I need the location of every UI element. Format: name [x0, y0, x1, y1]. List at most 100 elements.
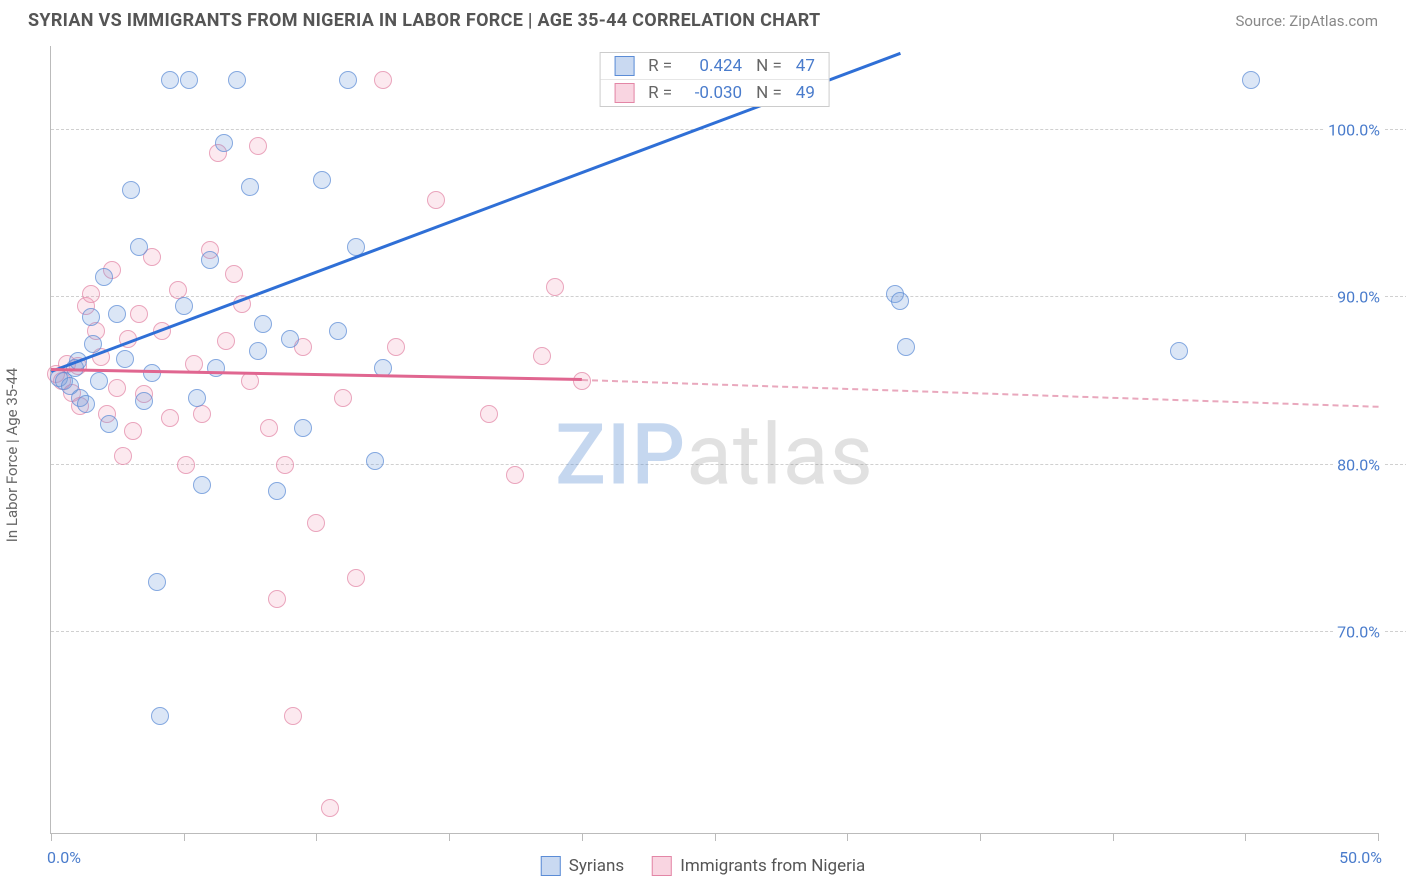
scatter-point-syrians	[90, 372, 108, 390]
scatter-point-syrians	[241, 178, 259, 196]
x-tick	[184, 833, 185, 841]
scatter-point-syrians	[249, 342, 267, 360]
y-tick-label: 80.0%	[1333, 455, 1384, 474]
scatter-point-nigeria	[506, 466, 524, 484]
correlation-legend: R = 0.424 N = 47 R = -0.030 N = 49	[599, 52, 830, 107]
scatter-point-syrians	[130, 238, 148, 256]
legend-item-syrians: Syrians	[541, 856, 624, 876]
scatter-point-nigeria	[276, 456, 294, 474]
scatter-point-syrians	[313, 171, 331, 189]
scatter-point-syrians	[161, 71, 179, 89]
scatter-point-syrians	[891, 292, 909, 310]
scatter-point-syrians	[294, 419, 312, 437]
x-tick	[582, 833, 583, 841]
scatter-point-syrians	[100, 415, 118, 433]
x-tick	[980, 833, 981, 841]
scatter-point-nigeria	[334, 389, 352, 407]
plot-area: 70.0%80.0%90.0%100.0% ZIPatlas R = 0.424…	[50, 46, 1378, 834]
scatter-point-syrians	[329, 322, 347, 340]
scatter-point-nigeria	[374, 71, 392, 89]
scatter-point-nigeria	[161, 409, 179, 427]
y-tick-label: 100.0%	[1324, 120, 1384, 139]
legend-bottom: Syrians Immigrants from Nigeria	[541, 856, 865, 876]
chart-title: SYRIAN VS IMMIGRANTS FROM NIGERIA IN LAB…	[28, 10, 820, 31]
scatter-point-nigeria	[480, 405, 498, 423]
y-tick-label: 70.0%	[1333, 623, 1384, 642]
gridline	[51, 464, 1406, 465]
scatter-point-nigeria	[193, 405, 211, 423]
corr-row-syrians: R = 0.424 N = 47	[600, 53, 829, 80]
r-label: R =	[648, 56, 672, 76]
scatter-point-nigeria	[268, 590, 286, 608]
legend-label-syrians: Syrians	[569, 856, 624, 876]
scatter-point-syrians	[135, 392, 153, 410]
scatter-point-syrians	[116, 350, 134, 368]
scatter-point-syrians	[207, 359, 225, 377]
scatter-point-nigeria	[249, 137, 267, 155]
n-label: N =	[756, 56, 782, 76]
corr-row-nigeria: R = -0.030 N = 49	[600, 80, 829, 106]
x-tick	[449, 833, 450, 841]
swatch-pink	[652, 856, 672, 876]
trendline-nigeria	[51, 368, 582, 381]
scatter-point-syrians	[77, 395, 95, 413]
scatter-point-syrians	[254, 315, 272, 333]
scatter-point-syrians	[1242, 71, 1260, 89]
scatter-point-syrians	[95, 268, 113, 286]
scatter-point-nigeria	[387, 338, 405, 356]
scatter-point-syrians	[180, 71, 198, 89]
scatter-point-syrians	[122, 181, 140, 199]
scatter-point-nigeria	[217, 332, 235, 350]
x-tick	[715, 833, 716, 841]
scatter-point-nigeria	[82, 285, 100, 303]
y-tick-label: 90.0%	[1333, 288, 1384, 307]
scatter-point-nigeria	[546, 278, 564, 296]
gridline	[51, 631, 1406, 632]
x-label-max: 50.0%	[1339, 848, 1382, 867]
scatter-point-syrians	[281, 330, 299, 348]
scatter-point-syrians	[1170, 342, 1188, 360]
x-tick	[1378, 833, 1379, 841]
scatter-point-syrians	[188, 389, 206, 407]
scatter-point-syrians	[175, 297, 193, 315]
scatter-point-nigeria	[347, 569, 365, 587]
y-axis-title: In Labor Force | Age 35-44	[3, 368, 21, 542]
scatter-point-nigeria	[307, 514, 325, 532]
scatter-point-nigeria	[130, 305, 148, 323]
r-value-syrians: 0.424	[686, 56, 742, 76]
scatter-point-nigeria	[177, 456, 195, 474]
scatter-point-syrians	[108, 305, 126, 323]
trendline-nigeria-extrapolated	[582, 379, 1378, 408]
x-tick	[316, 833, 317, 841]
scatter-point-syrians	[268, 482, 286, 500]
r-value-nigeria: -0.030	[686, 83, 742, 103]
x-tick	[1245, 833, 1246, 841]
gridline	[51, 129, 1406, 130]
n-value-syrians: 47	[796, 56, 815, 76]
scatter-point-nigeria	[124, 422, 142, 440]
scatter-point-nigeria	[260, 419, 278, 437]
legend-item-nigeria: Immigrants from Nigeria	[652, 856, 865, 876]
scatter-point-nigeria	[108, 379, 126, 397]
scatter-point-syrians	[897, 338, 915, 356]
n-value-nigeria: 49	[796, 83, 815, 103]
scatter-point-nigeria	[427, 191, 445, 209]
scatter-point-nigeria	[225, 265, 243, 283]
x-tick	[1113, 833, 1114, 841]
scatter-point-syrians	[151, 707, 169, 725]
swatch-blue	[614, 56, 634, 76]
x-label-min: 0.0%	[47, 848, 81, 867]
scatter-point-nigeria	[533, 347, 551, 365]
scatter-point-nigeria	[241, 372, 259, 390]
scatter-point-syrians	[193, 476, 211, 494]
scatter-point-syrians	[339, 71, 357, 89]
legend-label-nigeria: Immigrants from Nigeria	[680, 856, 865, 876]
scatter-point-nigeria	[284, 707, 302, 725]
scatter-point-syrians	[148, 573, 166, 591]
scatter-point-nigeria	[114, 447, 132, 465]
r-label: R =	[648, 83, 672, 103]
swatch-blue	[541, 856, 561, 876]
scatter-point-syrians	[366, 452, 384, 470]
x-tick	[847, 833, 848, 841]
scatter-point-syrians	[82, 308, 100, 326]
